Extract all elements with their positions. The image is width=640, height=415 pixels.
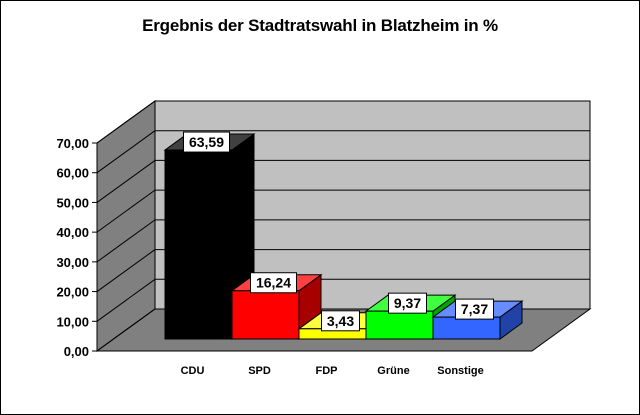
category-label-fdp: FDP bbox=[316, 365, 338, 377]
gridline-side bbox=[96, 130, 156, 174]
gridline-side bbox=[96, 308, 156, 352]
gridline-side bbox=[96, 249, 156, 292]
data-label-box bbox=[183, 131, 230, 153]
data-label: 63,59 bbox=[189, 134, 224, 150]
data-label-box bbox=[250, 272, 297, 294]
y-tick-label: 0,00 bbox=[64, 344, 89, 359]
category-label-cdu: CDU bbox=[181, 365, 205, 377]
y-tick-label: 20,00 bbox=[56, 285, 89, 300]
y-tick-label: 70,00 bbox=[56, 136, 89, 151]
gridline-side bbox=[96, 278, 156, 322]
y-tick-label: 40,00 bbox=[56, 225, 89, 240]
y-tick-label: 30,00 bbox=[56, 255, 89, 270]
bar-sonstige bbox=[432, 316, 501, 340]
bar-cdu bbox=[164, 149, 233, 340]
gridline-side bbox=[96, 100, 156, 144]
y-tick-label: 50,00 bbox=[56, 195, 89, 210]
gridline-side bbox=[96, 160, 156, 203]
gridline-side bbox=[96, 189, 156, 233]
data-label: 9,37 bbox=[394, 295, 421, 311]
category-label-sonstige: Sonstige bbox=[437, 365, 483, 377]
gridline-side bbox=[96, 219, 156, 263]
bar-grüne bbox=[365, 310, 434, 340]
data-label: 7,37 bbox=[461, 301, 488, 317]
y-tick-label: 60,00 bbox=[56, 166, 89, 181]
y-tick-label: 10,00 bbox=[56, 314, 89, 329]
chart-title: Ergebnis der Stadtratswahl in Blatzheim … bbox=[142, 16, 498, 35]
category-label-spd: SPD bbox=[248, 365, 271, 377]
data-label-box bbox=[321, 310, 360, 332]
data-label-box bbox=[388, 292, 427, 314]
bar-spd bbox=[231, 290, 300, 340]
data-label: 3,43 bbox=[327, 313, 354, 329]
category-label-grüne: Grüne bbox=[377, 365, 409, 377]
data-label-box bbox=[455, 298, 494, 320]
data-label: 16,24 bbox=[256, 275, 291, 291]
